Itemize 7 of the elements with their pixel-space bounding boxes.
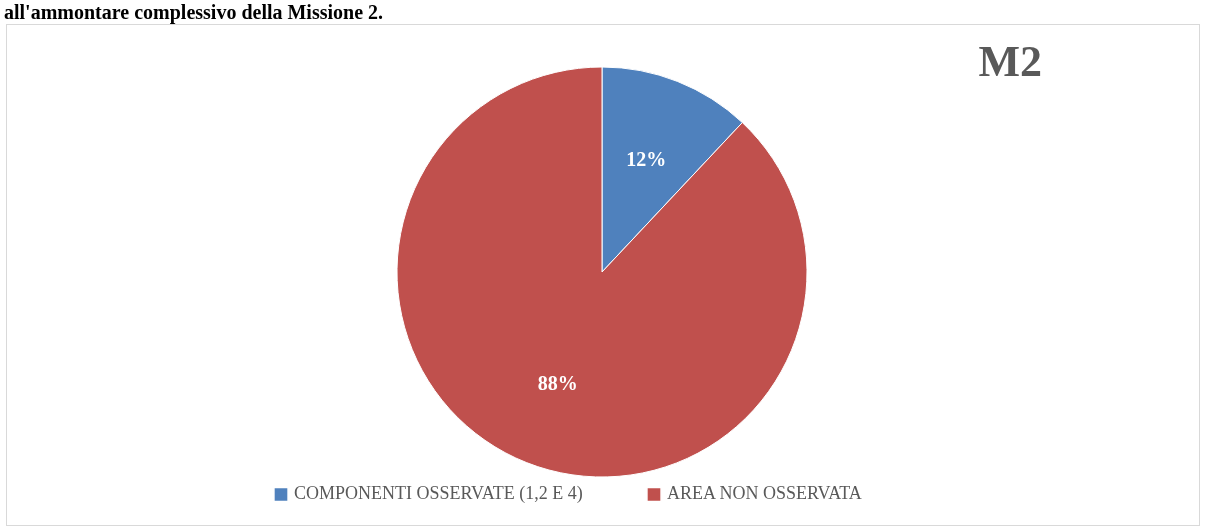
data-label: 12% — [626, 148, 667, 171]
text: M2 — [978, 37, 1042, 86]
legend-label: COMPONENTI OSSERVATE (1,2 E 4) — [294, 483, 583, 505]
data-label: 88% — [537, 371, 578, 394]
pie-slice — [396, 66, 808, 478]
text: all'ammontare complessivo della Missione 2. — [3, 0, 385, 24]
legend-label: AREA NON OSSERVATA — [667, 483, 862, 504]
